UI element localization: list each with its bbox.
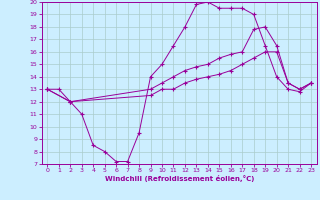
X-axis label: Windchill (Refroidissement éolien,°C): Windchill (Refroidissement éolien,°C) (105, 175, 254, 182)
